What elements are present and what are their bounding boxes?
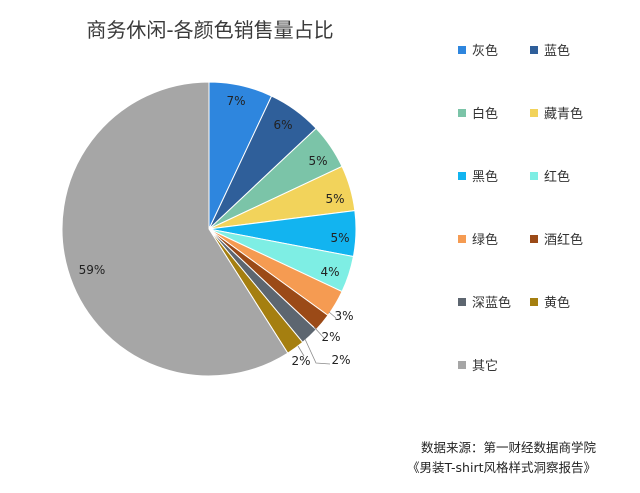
legend-item: 蓝色 (530, 40, 570, 59)
legend-swatch (458, 45, 466, 54)
legend-item: 黄色 (530, 292, 570, 311)
leader-line (297, 345, 305, 357)
legend-item: 灰色 (458, 40, 498, 59)
leader-line (313, 326, 325, 339)
legend-swatch (530, 297, 538, 306)
legend-item: 酒红色 (530, 229, 583, 248)
data-label: 2% (291, 354, 310, 368)
data-label: 4% (320, 265, 339, 279)
pie-slice-11 (61, 81, 289, 377)
legend-item: 红色 (530, 166, 570, 185)
legend-label: 灰色 (472, 44, 499, 59)
legend-label: 藏青色 (544, 107, 584, 122)
legend-swatch (530, 234, 538, 243)
legend-label: 蓝色 (544, 44, 571, 59)
legend-swatch (530, 171, 538, 180)
chart-title: 商务休闲-各颜色销售量占比 (86, 18, 334, 42)
legend-item: 黑色 (458, 166, 498, 185)
legend-swatch (458, 234, 466, 243)
data-label: 3% (334, 309, 353, 323)
source-note: 数据来源：第一财经数据商学院 《男装T-shirt风格样式洞察报告》 (407, 438, 596, 478)
legend-item: 绿色 (458, 229, 498, 248)
source-line: 数据来源：第一财经数据商学院 (420, 440, 596, 455)
data-label: 5% (308, 154, 327, 168)
legend-item: 藏青色 (530, 103, 583, 122)
data-label: 7% (226, 94, 245, 108)
legend-swatch (458, 360, 466, 369)
data-label: 2% (331, 353, 350, 367)
report-title: 《男装T-shirt风格样式洞察报告》 (407, 460, 596, 475)
legend-swatch (458, 171, 466, 180)
legend-swatch (530, 45, 538, 54)
data-label: 2% (321, 330, 340, 344)
data-label: 5% (330, 231, 349, 245)
data-label: 59% (79, 263, 106, 277)
legend-label: 其它 (472, 359, 499, 374)
legend-label: 绿色 (472, 233, 499, 248)
legend-label: 黄色 (544, 296, 571, 311)
data-label: 6% (273, 118, 292, 132)
legend-swatch (458, 108, 466, 117)
legend-swatch (530, 108, 538, 117)
legend-label: 酒红色 (544, 233, 584, 248)
data-label: 5% (325, 192, 344, 206)
legend-item: 其它 (458, 355, 498, 374)
legend-label: 黑色 (472, 170, 499, 185)
legend-item: 深蓝色 (458, 292, 511, 311)
leader-line (328, 311, 337, 319)
legend-label: 红色 (544, 170, 571, 185)
legend-label: 深蓝色 (472, 296, 512, 311)
legend-swatch (458, 297, 466, 306)
legend-item: 白色 (458, 103, 498, 122)
legend-label: 白色 (472, 107, 499, 122)
leader-line (304, 338, 331, 365)
